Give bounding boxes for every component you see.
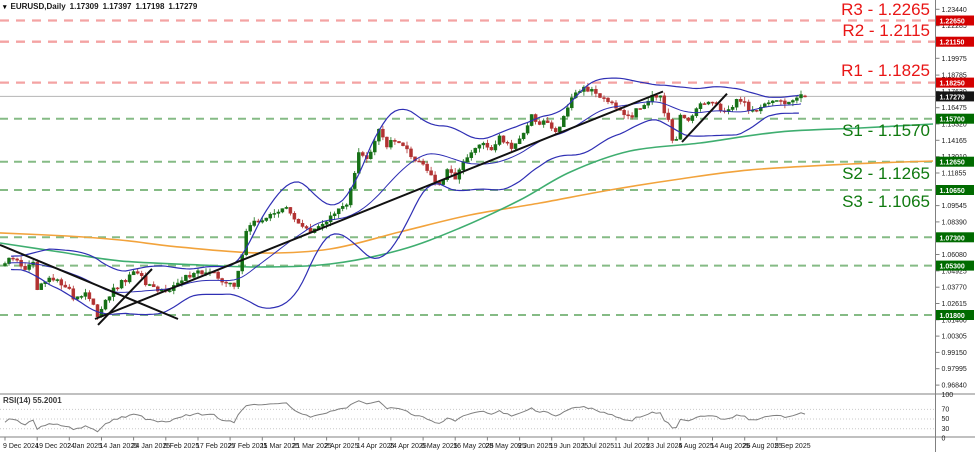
svg-text:28 May 2025: 28 May 2025: [485, 443, 526, 450]
svg-text:1.17279: 1.17279: [940, 94, 965, 101]
svg-text:2 Apr 2025: 2 Apr 2025: [325, 443, 359, 450]
svg-text:24 Jan 2025: 24 Jan 2025: [132, 443, 171, 450]
svg-text:30: 30: [942, 426, 950, 433]
svg-text:11 Jul 2025: 11 Jul 2025: [614, 443, 650, 450]
svg-text:0.96840: 0.96840: [942, 383, 967, 390]
svg-text:26 Aug 2025: 26 Aug 2025: [743, 443, 782, 450]
svg-text:2 Jan 2025: 2 Jan 2025: [67, 443, 102, 450]
axis-badge-r1: 1.18250: [936, 77, 974, 88]
svg-text:1.01800: 1.01800: [940, 313, 965, 320]
axis-badge-r3: 1.22650: [936, 15, 974, 26]
svg-text:1 Jul 2025: 1 Jul 2025: [582, 443, 614, 450]
svg-text:24 Apr 2025: 24 Apr 2025: [389, 443, 427, 450]
svg-text:1.21150: 1.21150: [940, 40, 965, 47]
svg-text:14 Aug 2025: 14 Aug 2025: [711, 443, 750, 450]
svg-text:27 Feb 2025: 27 Feb 2025: [228, 443, 267, 450]
svg-text:1.05300: 1.05300: [940, 264, 965, 271]
svg-text:1.18250: 1.18250: [940, 81, 965, 88]
svg-text:5 Feb 2025: 5 Feb 2025: [164, 443, 200, 450]
svg-text:1.11855: 1.11855: [942, 171, 967, 178]
chart-symbol-icon: ▾: [3, 4, 7, 11]
svg-text:1.15700: 1.15700: [940, 117, 965, 124]
svg-text:0.99150: 0.99150: [942, 350, 967, 357]
axis-badge-minor-support-1: 1.07300: [936, 232, 974, 243]
chart-title: ▾ EURUSD,Daily 1.17309 1.17397 1.17198 1.1727…: [3, 2, 201, 11]
ohlc-open: 1.17309: [69, 2, 99, 11]
svg-text:1.06080: 1.06080: [942, 252, 967, 259]
bollinger-bands: [8, 77, 802, 316]
svg-text:5 Sep 2025: 5 Sep 2025: [775, 443, 811, 450]
trendlines: [0, 90, 728, 326]
svg-text:0.97995: 0.97995: [942, 366, 967, 373]
rsi-indicator-label: RSI(14) 55.2001: [3, 396, 62, 405]
svg-text:1.23440: 1.23440: [942, 7, 967, 14]
axis-badge-r2: 1.21150: [936, 36, 974, 47]
svg-text:50: 50: [942, 416, 950, 423]
axis-badge-s3: 1.10650: [936, 185, 974, 195]
horizontal-levels: [0, 19, 935, 316]
svg-text:1.12650: 1.12650: [940, 160, 965, 167]
symbol-timeframe-label: EURUSD,Daily: [10, 2, 66, 11]
svg-text:14 Apr 2025: 14 Apr 2025: [357, 443, 395, 450]
svg-text:1.08390: 1.08390: [942, 219, 967, 226]
svg-text:9 Dec 2024: 9 Dec 2024: [3, 443, 39, 450]
svg-text:14 Jan 2025: 14 Jan 2025: [100, 443, 139, 450]
svg-text:1.18785: 1.18785: [942, 73, 967, 80]
svg-text:1.03770: 1.03770: [942, 285, 967, 292]
svg-text:9 Jun 2025: 9 Jun 2025: [518, 443, 553, 450]
axis-badge-minor-support-3: 1.01800: [936, 310, 974, 320]
svg-text:1.09545: 1.09545: [942, 203, 967, 210]
svg-text:1.07300: 1.07300: [940, 235, 965, 242]
ohlc-low: 1.17198: [135, 2, 165, 11]
svg-text:21 Mar 2025: 21 Mar 2025: [292, 443, 331, 450]
svg-text:1.22650: 1.22650: [940, 19, 965, 26]
axis-badge-minor-support-2: 1.05300: [936, 260, 974, 271]
ohlc-close: 1.17279: [168, 2, 198, 11]
svg-text:16 May 2025: 16 May 2025: [453, 443, 494, 450]
axis-badge-s2: 1.12650: [936, 156, 974, 167]
ma-fast-line: [0, 123, 934, 268]
svg-text:0: 0: [942, 436, 946, 443]
svg-text:23 Jul 2025: 23 Jul 2025: [646, 443, 682, 450]
svg-text:1.00305: 1.00305: [942, 334, 967, 341]
svg-text:1.15320: 1.15320: [942, 122, 967, 129]
svg-text:1.22285: 1.22285: [942, 23, 967, 30]
svg-text:17 Feb 2025: 17 Feb 2025: [196, 443, 235, 450]
svg-text:1.10650: 1.10650: [940, 188, 965, 195]
svg-text:100: 100: [942, 392, 954, 399]
svg-text:6 May 2025: 6 May 2025: [421, 443, 458, 450]
axis-badge-s1: 1.15700: [936, 113, 974, 124]
svg-text:1.19975: 1.19975: [942, 56, 967, 63]
price-axis[interactable]: 1.234401.222851.211301.199751.187851.176…: [935, 0, 967, 452]
ohlc-high: 1.17397: [102, 2, 132, 11]
bollinger-upper-line: [10, 77, 799, 272]
svg-text:1.14165: 1.14165: [942, 138, 967, 145]
bollinger-middle-line: [8, 101, 802, 293]
svg-text:1.02615: 1.02615: [942, 301, 967, 308]
ma-slow-line: [0, 160, 934, 254]
svg-text:1.04925: 1.04925: [942, 268, 967, 275]
rsi-pane[interactable]: 100 70 50 30 0: [0, 392, 975, 443]
bollinger-lower-line: [10, 112, 799, 316]
svg-text:19 Dec 2024: 19 Dec 2024: [35, 443, 75, 450]
svg-text:4 Aug 2025: 4 Aug 2025: [678, 443, 714, 450]
axis-badge-current-price: 1.17279: [936, 91, 974, 102]
rsi-line: [4, 400, 806, 433]
svg-text:1.16475: 1.16475: [942, 105, 967, 112]
svg-text:1.01460: 1.01460: [942, 317, 967, 324]
svg-text:70: 70: [942, 407, 950, 414]
svg-text:19 Jun 2025: 19 Jun 2025: [550, 443, 589, 450]
svg-text:11 Mar 2025: 11 Mar 2025: [260, 443, 299, 450]
